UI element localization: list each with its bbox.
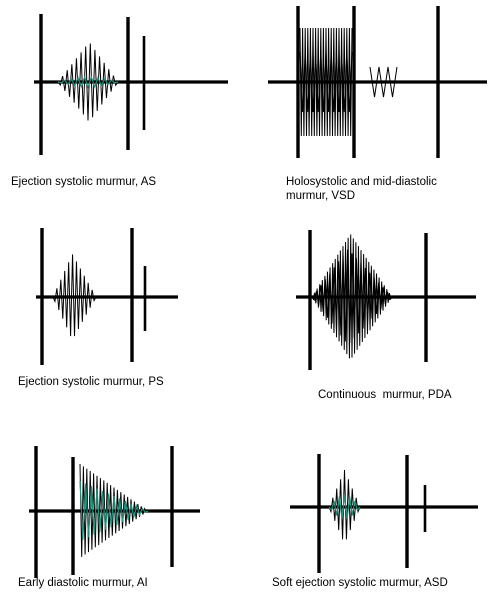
continuous-waveform xyxy=(311,234,393,359)
panel-vsd-waveform xyxy=(268,6,487,158)
caption-ai: Early diastolic murmur, AI xyxy=(18,577,148,589)
caption-vsd: Holosystolic and mid-diastolic murmur, V… xyxy=(286,176,437,202)
decrescendo-fill xyxy=(79,480,149,540)
panel-ps-waveform xyxy=(36,228,178,365)
decrescendo-waveform xyxy=(79,463,149,557)
continuous-inner xyxy=(311,249,393,344)
panel-ai-waveform xyxy=(29,446,200,578)
murmur-waveform xyxy=(52,254,97,337)
murmur-waveform xyxy=(328,469,361,540)
caption-pda: Continuous murmur, PDA xyxy=(318,389,452,401)
mid-diastolic-waveform xyxy=(369,66,398,98)
murmur-waveform xyxy=(57,43,119,121)
panel-pda-waveform xyxy=(296,230,476,370)
holosystolic-inner xyxy=(299,51,353,113)
murmur-fill xyxy=(328,494,361,519)
caption-ps: Ejection systolic murmur, PS xyxy=(18,376,164,388)
panel-as-waveform xyxy=(34,14,228,155)
caption-as: Ejection systolic murmur, AS xyxy=(11,176,157,188)
panel-asd-waveform xyxy=(290,454,478,573)
murmur-fill xyxy=(57,75,119,89)
caption-asd: Soft ejection systolic murmur, ASD xyxy=(272,577,448,589)
